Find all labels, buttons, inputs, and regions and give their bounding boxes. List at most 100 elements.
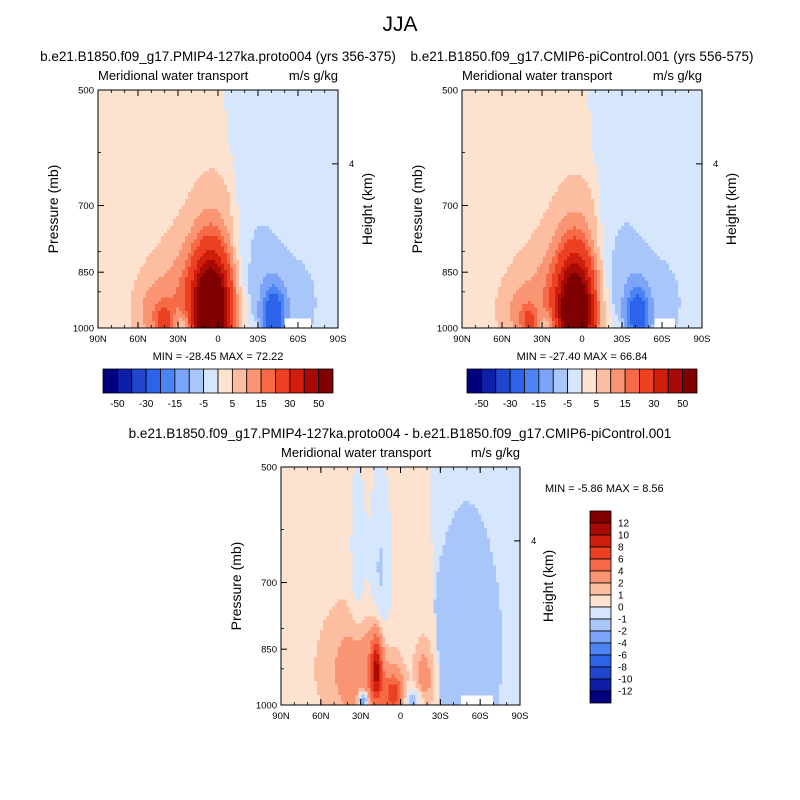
panel-pmip4: b.e21.B1850.f09_g17.PMIP4-127ka.proto004… <box>40 49 396 410</box>
field-cells <box>98 90 339 329</box>
left-subtitle: Meridional water transport <box>281 445 432 460</box>
x-tick-label: 30N <box>352 711 370 722</box>
x-tick-label: 90N <box>453 334 471 345</box>
y-tick-label: 1000 <box>73 324 94 335</box>
x-tick-label: 60N <box>129 334 147 345</box>
x-tick-label: 90S <box>694 334 711 345</box>
panel-title: b.e21.B1850.f09_g17.PMIP4-127ka.proto004… <box>40 49 396 64</box>
colorbar-label: -10 <box>618 675 633 686</box>
y-tick-label: 850 <box>261 645 277 656</box>
x-tick-label: 90S <box>330 334 347 345</box>
right-y-axis-label: Height (km) <box>723 173 739 245</box>
colorbar-label: -50 <box>110 399 125 410</box>
colorbar-swatch <box>495 368 511 394</box>
right-y-tick-label: 4 <box>349 159 354 170</box>
colorbar-swatch <box>524 368 540 394</box>
colorbar-swatch <box>246 368 262 394</box>
colorbar-swatch <box>145 368 161 394</box>
colorbar-swatch <box>538 368 554 394</box>
colorbar-swatch <box>581 368 597 394</box>
x-tick-label: 60S <box>472 711 489 722</box>
colorbar-swatch <box>188 368 205 394</box>
right-subtitle: m/s g/kg <box>653 68 702 83</box>
colorbar-label: 10 <box>618 531 630 542</box>
x-tick-label: 30N <box>533 334 551 345</box>
x-tick-label: 0 <box>579 334 584 345</box>
colorbar-label: -5 <box>563 399 572 410</box>
colorbar: -50 -30 -15 -5 5 15 30 50 <box>466 368 698 410</box>
colorbar-swatch <box>552 368 569 394</box>
colorbar-swatch <box>624 368 640 394</box>
colorbar-label: 30 <box>284 399 296 410</box>
colorbar-swatch <box>589 570 612 584</box>
colorbar-label: 30 <box>648 399 660 410</box>
field-cells <box>281 467 521 706</box>
x-tick-label: 90N <box>89 334 107 345</box>
left-subtitle: Meridional water transport <box>98 68 249 83</box>
y-tick-label: 700 <box>261 578 277 589</box>
y-axis-label: Pressure (mb) <box>45 165 61 254</box>
y-tick-label: 700 <box>442 201 458 212</box>
x-tick-label: 90N <box>272 711 290 722</box>
colorbar-swatch <box>231 368 248 394</box>
x-tick-label: 30S <box>432 711 449 722</box>
colorbar-swatch <box>589 606 612 620</box>
colorbar-label: 50 <box>313 399 325 410</box>
colorbar-swatch <box>589 690 612 704</box>
colorbar-label: -30 <box>139 399 154 410</box>
contour-plot: 90N 60N 30N 0 30S 60S 90S 500 700 850 1000 4 <box>256 463 536 723</box>
x-tick-label: 30S <box>614 334 631 345</box>
contour-plot: 90N 60N 30N 0 30S 60S 90S 500 700 850 1000 4 <box>437 86 718 346</box>
colorbar-swatch <box>131 368 147 394</box>
colorbar-swatch <box>480 368 497 394</box>
colorbar-label: -2 <box>618 627 627 638</box>
colorbar-label: 8 <box>618 543 624 554</box>
y-tick-label: 700 <box>78 201 94 212</box>
x-tick-label: 60N <box>493 334 511 345</box>
y-tick-label: 500 <box>261 463 277 474</box>
x-tick-label: 30N <box>169 334 187 345</box>
colorbar-swatch <box>116 368 133 394</box>
colorbar-swatch <box>102 368 118 394</box>
field-cells <box>462 90 703 329</box>
colorbar-swatch <box>174 368 190 394</box>
colorbar-label: -4 <box>618 639 627 650</box>
colorbar-swatch <box>289 368 305 394</box>
right-y-axis-label: Height (km) <box>540 550 556 622</box>
colorbar-swatch <box>275 368 291 394</box>
colorbar-label: 1 <box>618 591 624 602</box>
colorbar-swatch <box>160 368 176 394</box>
contour-plot: 90N 60N 30N 0 30S 60S 90S 500 700 850 1000 4 <box>73 86 354 346</box>
panel-cmip6: b.e21.B1850.f09_g17.CMIP6-piControl.001 … <box>409 49 753 410</box>
colorbar-swatch <box>589 534 612 548</box>
colorbar-label: 5 <box>230 399 236 410</box>
colorbar-label: 4 <box>618 567 624 578</box>
colorbar-label: -50 <box>474 399 489 410</box>
right-y-tick-label: 4 <box>531 536 536 547</box>
x-tick-label: 30S <box>250 334 267 345</box>
x-tick-label: 60N <box>312 711 330 722</box>
x-tick-label: 90S <box>512 711 529 722</box>
left-subtitle: Meridional water transport <box>462 68 613 83</box>
colorbar-label: -5 <box>199 399 208 410</box>
colorbar-swatch <box>653 368 669 394</box>
right-y-tick-label: 4 <box>713 159 718 170</box>
colorbar-swatch <box>589 582 612 596</box>
colorbar-swatch <box>589 618 612 632</box>
colorbar-label: 15 <box>256 399 268 410</box>
y-tick-label: 1000 <box>437 324 458 335</box>
colorbar-swatch <box>203 368 219 394</box>
stats-text: MIN = -27.40 MAX = 66.84 <box>517 351 648 363</box>
colorbar-label: 50 <box>677 399 689 410</box>
colorbar-swatch <box>610 368 626 394</box>
colorbar-label: 15 <box>620 399 632 410</box>
x-tick-label: 60S <box>654 334 671 345</box>
colorbar-label: 6 <box>618 555 624 566</box>
colorbar-label: -8 <box>618 663 627 674</box>
colorbar-swatch <box>589 594 612 608</box>
colorbar-swatch <box>682 368 698 394</box>
x-tick-label: 0 <box>215 334 220 345</box>
x-tick-label: 60S <box>290 334 307 345</box>
